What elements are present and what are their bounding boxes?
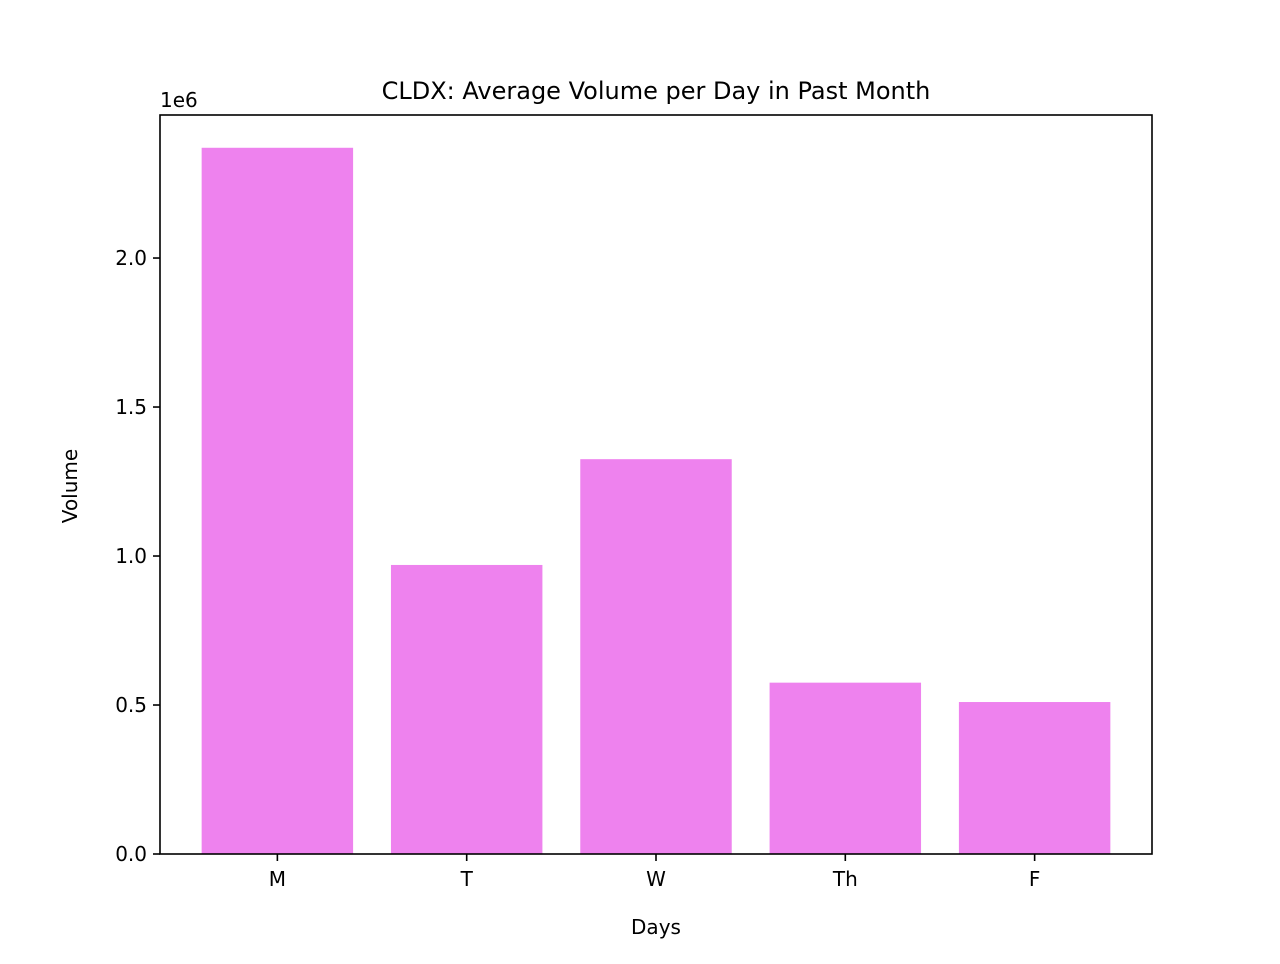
bar-m	[201, 147, 354, 855]
y-axis-label: Volume	[58, 449, 82, 523]
x-tick-label: Th	[832, 867, 858, 891]
ticks-layer: M T W Th F 0.0 0.5 1.0 1.5 2.0	[115, 246, 1040, 891]
y-tick-label: 0.0	[115, 842, 147, 866]
bar-f	[958, 702, 1111, 854]
bar-th	[769, 682, 922, 854]
y-tick-label: 1.0	[115, 544, 147, 568]
x-tick-label: W	[646, 867, 666, 891]
x-tick-label: M	[269, 867, 286, 891]
plot-frame	[159, 114, 1153, 855]
y-axis-offset-label: 1e6	[160, 88, 198, 112]
x-axis-label: Days	[631, 915, 681, 939]
x-tick-label: T	[460, 867, 474, 891]
y-tick-label: 1.5	[115, 395, 147, 419]
y-tick-label: 2.0	[115, 246, 147, 270]
bars-layer	[201, 147, 1111, 855]
chart-title: CLDX: Average Volume per Day in Past Mon…	[382, 77, 931, 105]
bar-w	[580, 459, 732, 854]
y-tick-label: 0.5	[115, 693, 147, 717]
x-tick-label: F	[1029, 867, 1041, 891]
bar-t	[390, 564, 543, 854]
